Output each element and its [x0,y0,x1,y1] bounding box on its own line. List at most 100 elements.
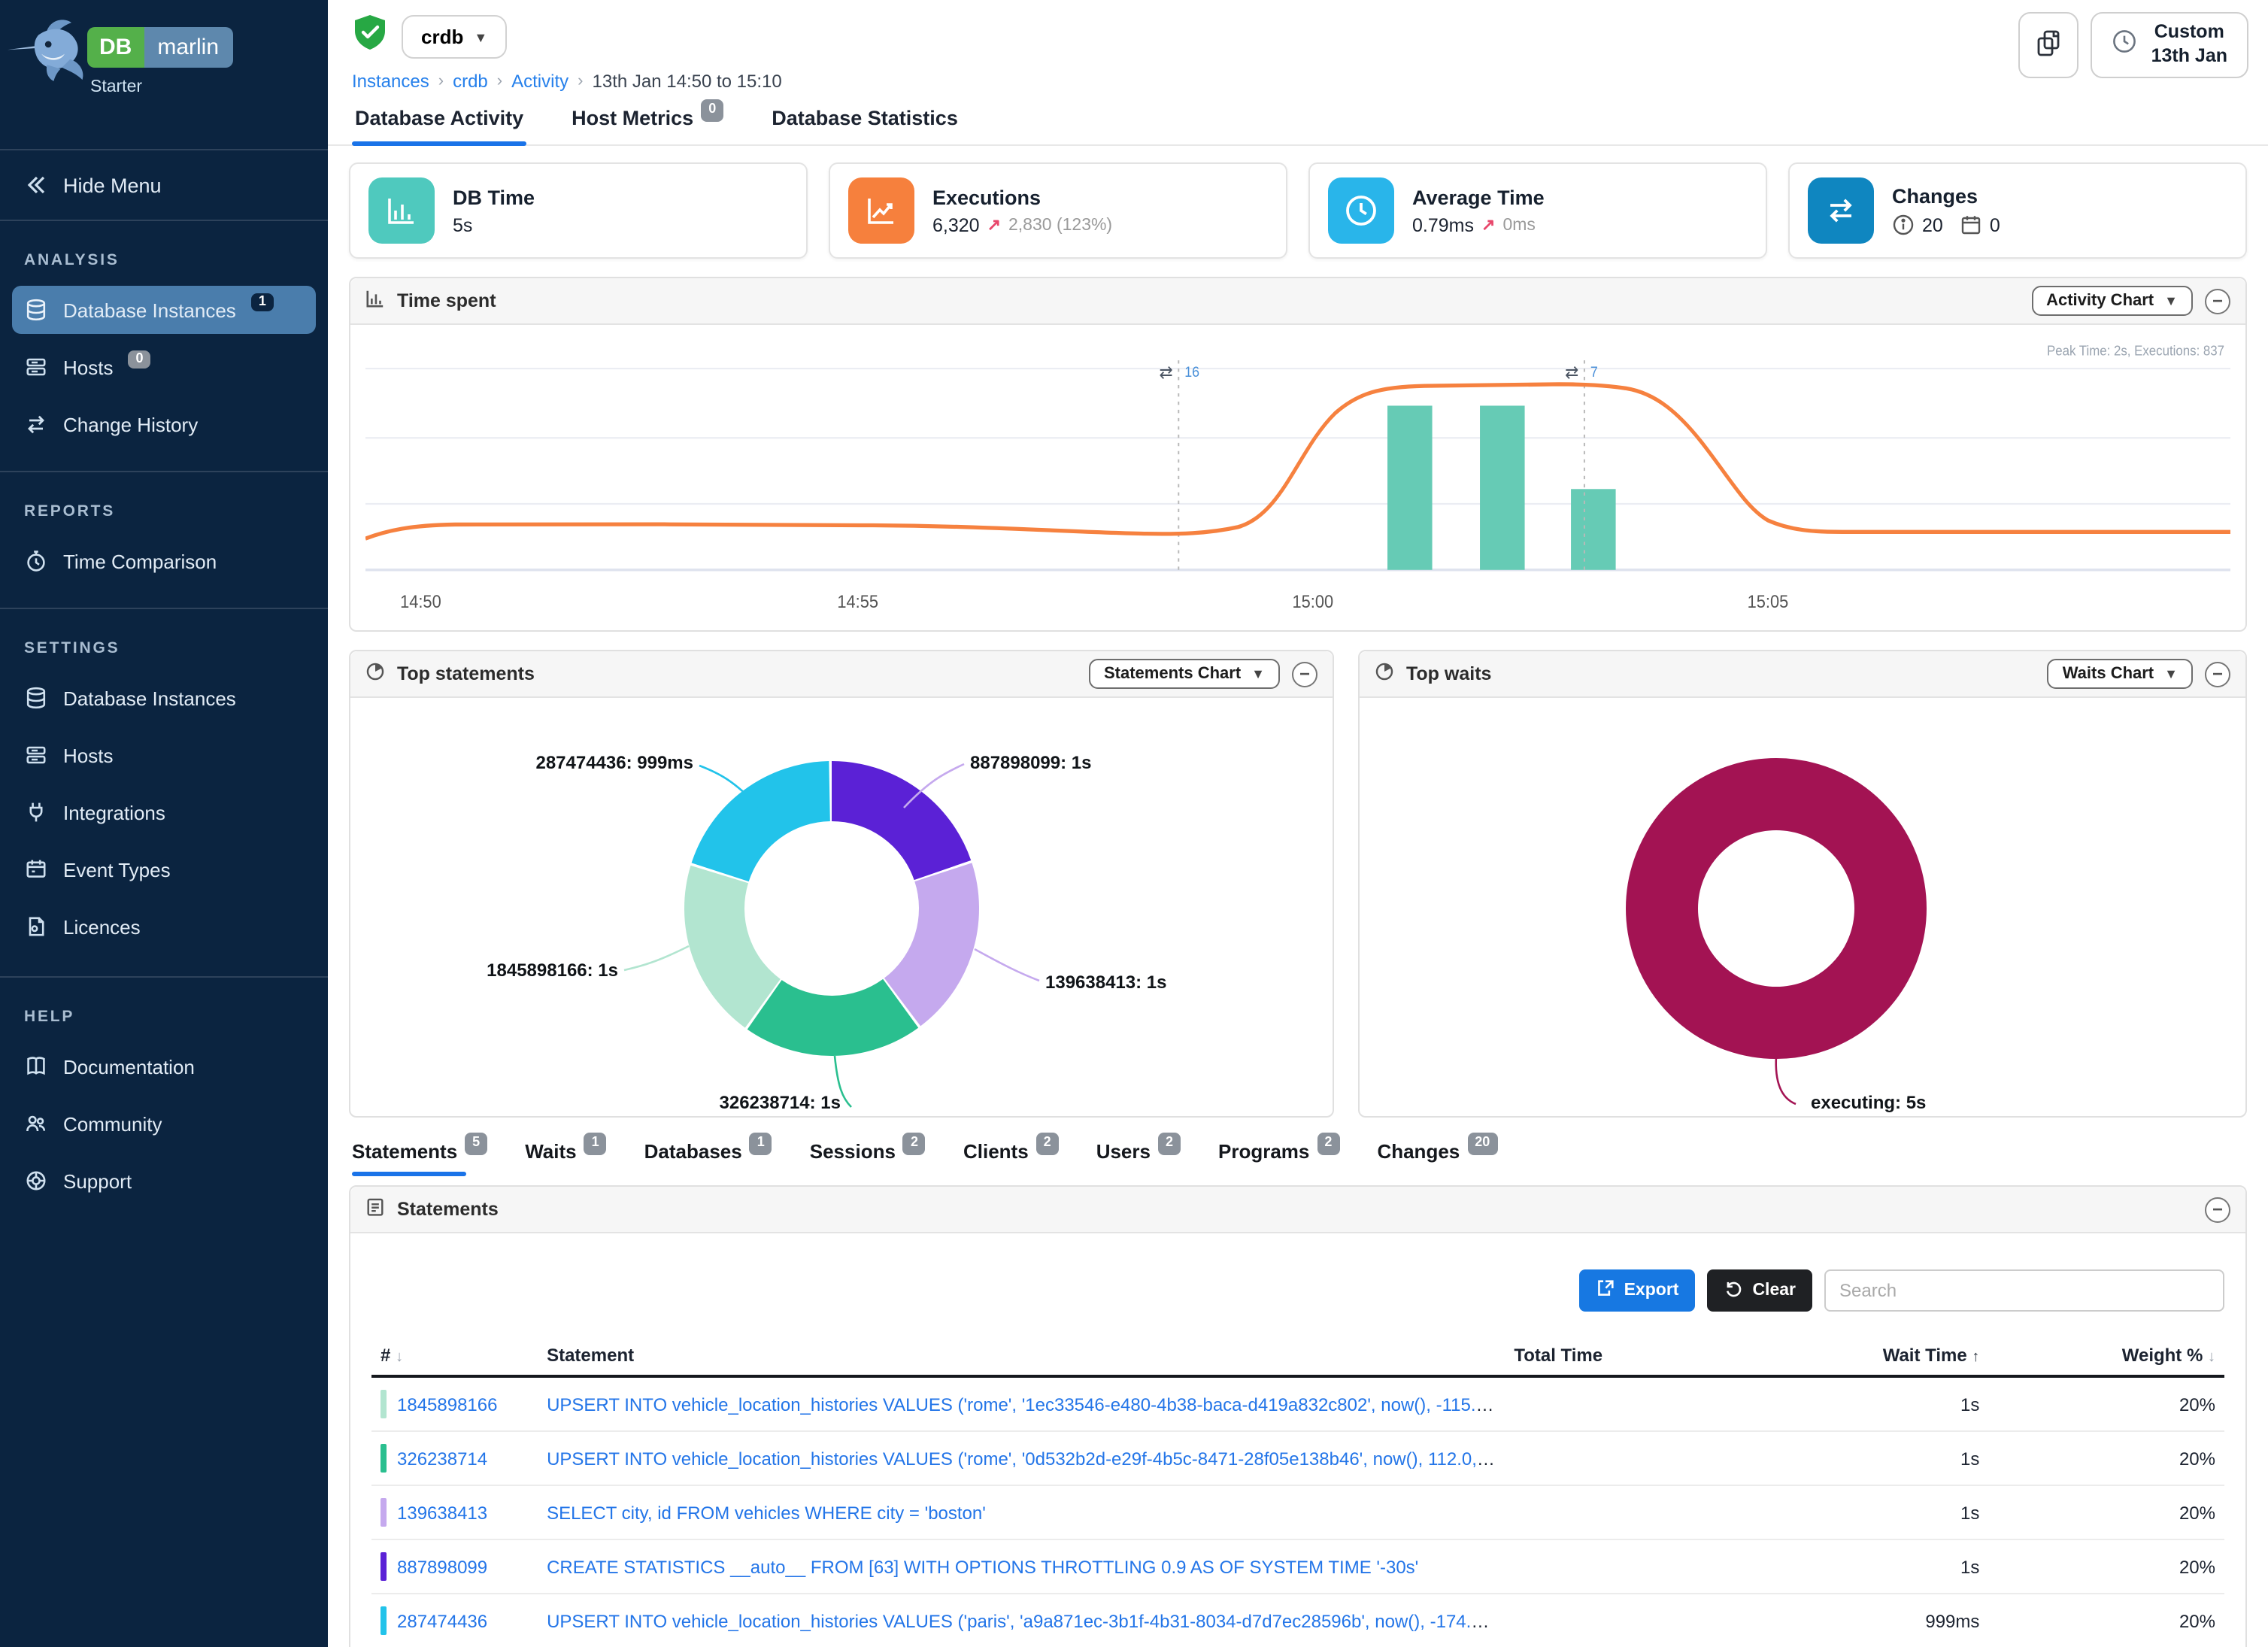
breadcrumb-separator: › [578,72,584,90]
statements-panel: Statements − Export [349,1185,2247,1647]
col-weight[interactable]: Weight % ↓ [1988,1336,2224,1378]
slice-label: 139638413: 1s [1045,972,1167,993]
logo[interactable]: DB marlin Starter [0,0,328,150]
tab-changes[interactable]: Changes 20 [1377,1133,1498,1176]
breadcrumb-activity[interactable]: Activity [511,71,569,92]
section-reports: REPORTS [24,502,116,520]
waits-chart-select[interactable]: Waits Chart ▼ [2047,659,2193,689]
change-marker-count: 7 [1590,363,1598,380]
sidebar-item-documentation[interactable]: Documentation [12,1042,316,1090]
statement-id-link[interactable]: 139638413 [397,1502,488,1523]
statements-donut-svg[interactable] [350,698,1336,1116]
breadcrumb: Instances › crdb › Activity › 13th Jan 1… [352,71,2247,92]
breadcrumb-crdb[interactable]: crdb [453,71,488,92]
time-range-button[interactable]: Custom 13th Jan [2091,12,2248,78]
instance-selector[interactable]: crdb ▼ [402,15,508,59]
activity-chart-select[interactable]: Activity Chart ▼ [2031,286,2193,316]
sidebar-item-settings-hosts[interactable]: Hosts [12,731,316,779]
trend-up-icon: ↗ [1481,217,1496,235]
sort-desc-icon[interactable]: ↓ [396,1349,404,1366]
collapse-panel-button[interactable]: − [2205,288,2230,314]
waits-donut-svg[interactable] [1360,698,2248,1116]
wait-time-value: 999ms [1701,1594,1989,1647]
statement-id-link[interactable]: 887898099 [397,1556,488,1577]
sidebar-item-support[interactable]: Support [12,1157,316,1205]
statement-id-link[interactable]: 1845898166 [397,1394,498,1415]
col-num[interactable]: # ↓ [371,1336,538,1378]
weight-value: 20% [1988,1594,2224,1647]
top-waits-panel: Top waits Waits Chart ▼ − execu [1358,650,2247,1118]
section-settings: SETTINGS [24,639,120,657]
count-badge: 1 [584,1133,607,1155]
statement-sql-link[interactable]: CREATE STATISTICS __auto__ FROM [63] WIT… [547,1556,1419,1577]
tab-database-statistics[interactable]: Database Statistics [772,107,958,129]
count-badge: 2 [1317,1133,1340,1155]
label-leader-line [1775,1055,1797,1106]
tab-database-activity[interactable]: Database Activity [352,93,527,146]
card-db-time: DB Time 5s [349,162,808,259]
sidebar-item-change-history[interactable]: Change History [12,400,316,448]
executions-bar[interactable] [1571,489,1616,570]
label-leader-line [974,948,1040,982]
count-badge: 0 [701,99,724,122]
sort-asc-icon[interactable]: ↑ [1972,1349,1980,1366]
executions-bar[interactable] [1480,405,1525,570]
tab-databases[interactable]: Databases 1 [644,1133,772,1176]
sidebar-item-time-comparison[interactable]: Time Comparison [12,537,316,585]
statement-id-link[interactable]: 326238714 [397,1448,488,1469]
col-statement[interactable]: Statement [538,1336,1505,1378]
panel-title: Statements [397,1199,499,1220]
collapse-panel-button[interactable]: − [2205,661,2230,687]
chevrons-left-icon [24,173,48,197]
x-tick: 15:00 [1293,591,1334,611]
content: DB Time 5s Executions 6,320 ↗ 2,830 (123… [328,146,2268,1647]
sidebar-item-settings-database-instances[interactable]: Database Instances [12,674,316,722]
breadcrumb-instances[interactable]: Instances [352,71,429,92]
server-icon [24,743,48,767]
sidebar-item-label: Hosts [63,744,114,766]
tab-clients[interactable]: Clients 2 [963,1133,1059,1176]
sidebar-item-integrations[interactable]: Integrations [12,788,316,836]
statement-sql-link[interactable]: UPSERT INTO vehicle_location_histories V… [547,1394,1505,1415]
count-badge: 1 [250,293,274,312]
clear-button[interactable]: Clear [1707,1269,1812,1312]
statements-donut-chart: 287474436: 999ms 887898099: 1s 184589816… [350,698,1333,1116]
topbar: crdb ▼ Instances › crdb › Activity › 13t… [328,0,2268,93]
statements-chart-select[interactable]: Statements Chart ▼ [1089,659,1280,689]
server-icon [24,355,48,379]
sidebar-item-hosts[interactable]: Hosts 0 [12,343,316,391]
statement-sql-link[interactable]: UPSERT INTO vehicle_location_histories V… [547,1610,1505,1631]
sidebar-item-licences[interactable]: Licences [12,902,316,951]
stopwatch-icon [24,549,48,573]
sidebar-item-event-types[interactable]: Event Types [12,845,316,893]
swap-arrows-icon [24,412,48,436]
statement-sql-link[interactable]: SELECT city, id FROM vehicles WHERE city… [547,1502,986,1523]
collapse-panel-button[interactable]: − [1292,661,1317,687]
hide-menu-button[interactable]: Hide Menu [0,150,328,220]
col-wait-time[interactable]: Wait Time ↑ [1701,1336,1989,1378]
executions-bar[interactable] [1387,405,1433,570]
tab-programs[interactable]: Programs 2 [1218,1133,1340,1176]
export-button[interactable]: Export [1578,1269,1696,1312]
tab-statements[interactable]: Statements 5 [352,1133,488,1176]
search-input[interactable] [1824,1269,2224,1312]
detail-tabs: Statements 5 Waits 1 Databases 1 Session… [349,1133,2247,1176]
activity-chart-svg[interactable]: Peak Time: 2s, Executions: 837 ⇄ 16 ⇄ 7 [365,334,2230,623]
tab-host-metrics[interactable]: Host Metrics 0 [569,93,726,144]
sidebar-item-label: Licences [63,915,141,938]
sidebar-item-database-instances[interactable]: Database Instances 1 [12,286,316,334]
statement-sql-link[interactable]: UPSERT INTO vehicle_location_histories V… [547,1448,1505,1469]
divider [0,608,328,609]
tab-waits[interactable]: Waits 1 [525,1133,607,1176]
weight-value: 20% [1988,1539,2224,1594]
tab-users[interactable]: Users 2 [1096,1133,1181,1176]
tab-sessions[interactable]: Sessions 2 [810,1133,926,1176]
collapse-panel-button[interactable]: − [2205,1197,2230,1222]
copy-link-button[interactable] [2018,12,2079,78]
sidebar-item-community[interactable]: Community [12,1100,316,1148]
info-circle-icon [1892,214,1915,236]
col-total-time[interactable]: Total Time [1505,1336,1702,1378]
statement-id-link[interactable]: 287474436 [397,1610,488,1631]
sort-desc-icon[interactable]: ↓ [2208,1349,2215,1366]
time-spent-line[interactable] [365,382,2230,541]
